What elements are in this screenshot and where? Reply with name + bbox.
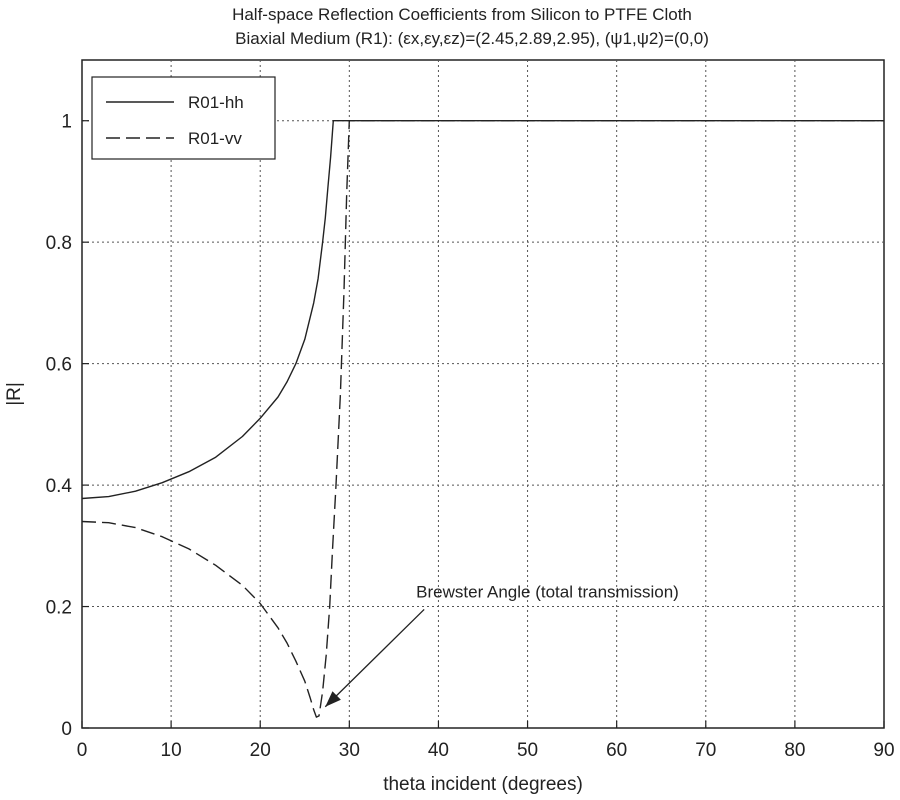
brewster-arrow-head	[325, 691, 341, 707]
x-tick-label: 60	[606, 740, 627, 761]
chart-title-line-2: Biaxial Medium (R1): (εx,εy,εz)=(2.45,2.…	[235, 29, 709, 48]
brewster-angle-label: Brewster Angle (total transmission)	[416, 582, 679, 601]
legend-box	[91, 76, 276, 160]
y-axis-label: |R|	[4, 382, 25, 406]
series-lines	[81, 119, 884, 718]
plot-area	[81, 59, 885, 729]
x-tick-label: 90	[873, 740, 894, 761]
y-tick-label: 0.8	[46, 233, 72, 254]
series-line-vv	[81, 119, 884, 718]
x-tick-label: 10	[161, 740, 182, 761]
x-tick-label: 50	[517, 740, 538, 761]
x-tick-label: 20	[250, 740, 271, 761]
y-tick-label: 0	[61, 719, 72, 740]
legend-label-vv: R01-vv	[188, 129, 242, 148]
brewster-arrow-line	[324, 608, 425, 708]
x-tick-label: 40	[428, 740, 449, 761]
brewster-annotation: Brewster Angle (total transmission)	[324, 582, 679, 708]
y-tick-label: 0.6	[46, 355, 72, 376]
y-tick-label: 0.4	[46, 476, 73, 497]
x-axis-label: theta incident (degrees)	[383, 774, 583, 795]
legend-label-hh: R01-hh	[188, 93, 244, 112]
x-tick-label: 30	[339, 740, 360, 761]
y-tick-label: 0.2	[46, 598, 72, 619]
x-tick-label: 70	[695, 740, 716, 761]
axis-ticks: 0 10 20 30 40 50 60 70 80 90 0 0.2 0.4 0.6 0.8 1	[46, 112, 895, 761]
chart-title-line-1: Half-space Reflection Coefficients from …	[232, 5, 692, 24]
series-line-hh	[81, 119, 884, 500]
legend: R01-hh R01-vv	[91, 76, 276, 160]
y-tick-label: 1	[61, 112, 72, 133]
x-tick-label: 0	[77, 740, 88, 761]
x-tick-label: 80	[784, 740, 805, 761]
grid-lines	[82, 60, 884, 728]
